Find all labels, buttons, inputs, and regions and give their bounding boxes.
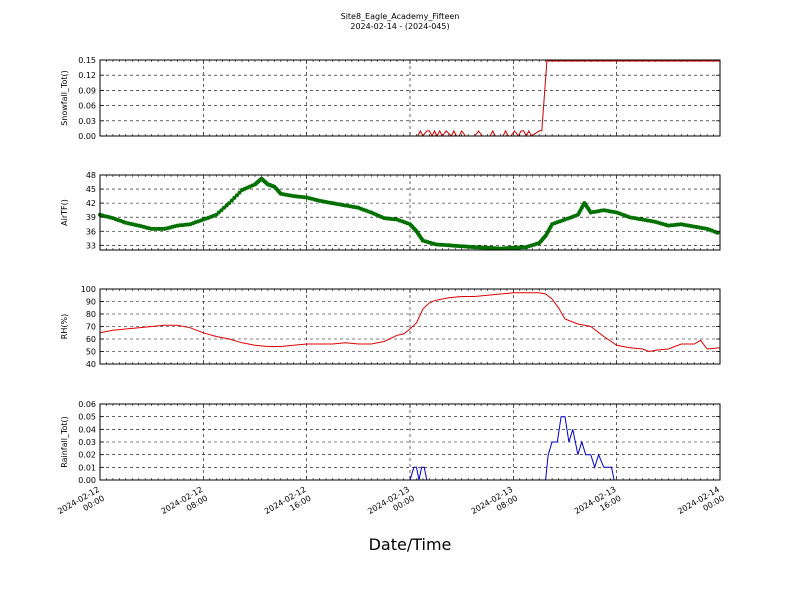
y-tick-label: 33 — [86, 241, 96, 250]
y-tick-label: 60 — [86, 335, 96, 344]
data-point — [224, 203, 229, 208]
y-tick-label: 70 — [86, 323, 96, 332]
y-tick-label: 0.01 — [78, 463, 96, 472]
grid — [100, 404, 720, 480]
y-tick-label: 90 — [86, 298, 96, 307]
grid — [100, 289, 720, 364]
data-point — [227, 201, 232, 206]
axes-frame — [99, 174, 721, 251]
y-tick-label: 0.00 — [78, 132, 96, 141]
grid — [100, 175, 720, 250]
y-axis-label: Snowfall_Tot() — [60, 70, 69, 126]
y-tick-label: 45 — [86, 185, 96, 194]
y-tick-label: 0.12 — [78, 71, 96, 80]
y-tick-label: 0.03 — [78, 438, 96, 447]
data-point — [715, 230, 720, 235]
y-tick-label: 40 — [86, 360, 96, 369]
subplot-4: 0.00 0.01 0.02 0.03 0.04 0.05 0.06 Rainfall_Tot… — [60, 400, 721, 485]
y-tick-label: 0.06 — [78, 102, 96, 111]
y-axis-label: Rainfall_Tot() — [60, 416, 69, 468]
chart-title-line2: 2024-02-14 - (2024-045) — [350, 22, 449, 31]
series-markers — [98, 176, 720, 251]
series-line — [99, 292, 721, 353]
y-tick-label: 0.02 — [78, 451, 96, 460]
subplot-1: 0.00 0.03 0.06 0.09 0.12 0.15 Snowfall_Tot() — [60, 56, 721, 141]
x-axis-label: Date/Time — [369, 535, 452, 554]
axes-frame — [99, 59, 721, 137]
subplot-2: 33 36 39 42 45 48 AirTF() — [60, 171, 721, 251]
y-tick-label: 0.05 — [78, 413, 96, 422]
y-tick-label: 0.09 — [78, 86, 96, 95]
data-point — [234, 193, 239, 198]
y-tick-label: 39 — [86, 213, 96, 222]
y-tick-label: 0.04 — [78, 425, 96, 434]
y-tick-label: 80 — [86, 310, 96, 319]
series-line — [100, 416, 720, 481]
y-axis-label: RH(%) — [60, 314, 69, 339]
y-tick-label: 0.15 — [78, 56, 96, 65]
series-line — [100, 60, 720, 138]
data-point — [232, 195, 237, 200]
y-tick-label: 0.06 — [78, 400, 96, 409]
data-point — [222, 205, 226, 210]
grid — [100, 60, 720, 136]
y-tick-label: 42 — [86, 199, 96, 208]
y-axis-label: AirTF() — [60, 199, 69, 226]
chart-title-line1: Site8_Eagle_Academy_Fifteen — [341, 12, 460, 21]
y-tick-label: 50 — [86, 348, 96, 357]
y-tick-label: 36 — [86, 227, 96, 236]
data-point — [219, 208, 224, 213]
subplot-3: 40 50 60 70 80 90 100 RH(%) — [60, 285, 721, 369]
subplots: 0.00 0.03 0.06 0.09 0.12 0.15 Snowfall_Tot() 33… — [60, 56, 721, 485]
y-tick-label: 100 — [81, 285, 96, 294]
data-point — [216, 210, 221, 215]
data-point — [229, 198, 234, 203]
y-tick-label: 48 — [86, 171, 96, 180]
y-tick-label: 0.00 — [78, 476, 96, 485]
y-tick-label: 0.03 — [78, 117, 96, 126]
data-point — [237, 190, 242, 195]
